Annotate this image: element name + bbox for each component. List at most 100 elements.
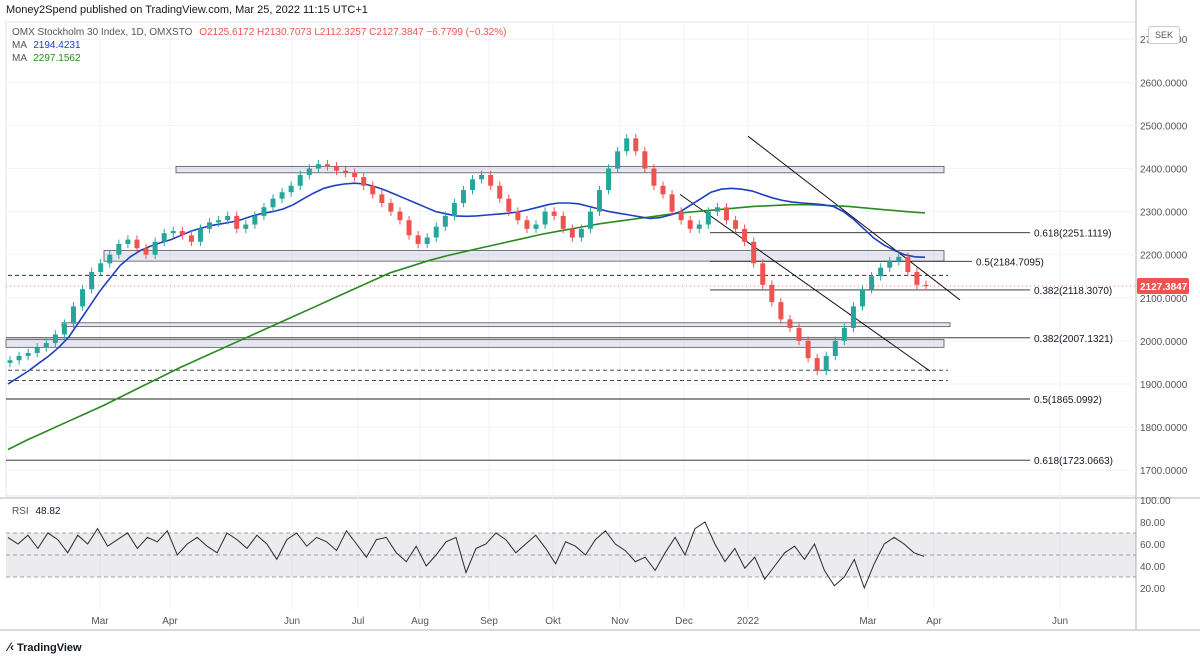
candle [279, 187, 285, 203]
candle-body [778, 302, 784, 320]
candle [569, 224, 575, 242]
candle [98, 259, 104, 277]
candle-body [52, 334, 58, 344]
candle-body [723, 207, 729, 221]
candle [261, 202, 267, 221]
price-zone [175, 165, 945, 174]
candle-body [578, 228, 584, 238]
ma-fast-legend: MA 2194.4231 [12, 40, 81, 51]
price-zone [5, 339, 945, 348]
candle [841, 323, 847, 346]
price-tick-label: 2600.0000 [1140, 78, 1188, 89]
candle [823, 351, 829, 376]
candle-body [624, 138, 630, 152]
rsi-legend: RSI 48.82 [12, 506, 60, 517]
candle [442, 211, 448, 231]
candle [188, 230, 194, 247]
candle [406, 215, 412, 240]
candle-body [597, 190, 603, 212]
price-tick-label: 1900.0000 [1140, 380, 1188, 391]
currency-button[interactable]: SEK [1148, 26, 1180, 44]
tradingview-logo[interactable]: ⁄‹ TradingView [8, 640, 82, 654]
candle [433, 222, 439, 242]
candle [270, 194, 276, 212]
candle-body [216, 220, 222, 223]
candle [197, 224, 203, 247]
candle-body [270, 198, 276, 208]
candle-body [397, 211, 403, 221]
candle-body [560, 215, 566, 229]
price-tick-label: 2200.0000 [1140, 251, 1188, 262]
candle [488, 170, 494, 191]
candle [288, 181, 294, 197]
candle [143, 243, 149, 259]
trendline-lower [679, 193, 931, 372]
time-tick-label: Jul [352, 616, 365, 627]
candle-body [179, 230, 185, 236]
candle [642, 146, 648, 173]
candle [651, 164, 657, 191]
candle [606, 164, 612, 195]
candle [560, 211, 566, 234]
candle-body [442, 215, 448, 227]
price-tick-label: 2500.0000 [1140, 121, 1188, 132]
ma-slow-label: MA [12, 53, 27, 64]
candle [506, 194, 512, 216]
candle-body [243, 224, 249, 229]
candle-body [633, 138, 639, 152]
fib-level-label: 0.618(1723.0663) [1034, 456, 1113, 467]
candle-body [515, 211, 521, 221]
candle [705, 207, 711, 229]
candle-body [207, 222, 213, 229]
candle [424, 233, 430, 249]
candle [633, 134, 639, 156]
candle [116, 239, 122, 259]
candle-body [506, 198, 512, 212]
candle [352, 168, 358, 182]
candle [479, 170, 485, 184]
fib-level-label: 0.618(2251.1119) [1034, 229, 1111, 240]
fib-level-label: 0.382(2118.3070) [1034, 286, 1112, 297]
candle [869, 271, 875, 294]
candle [778, 297, 784, 324]
ma-slow-legend: MA 2297.1562 [12, 53, 81, 64]
candle-body [333, 166, 339, 171]
candle [297, 170, 303, 191]
candle [597, 185, 603, 216]
candle [896, 252, 902, 266]
candle [134, 235, 140, 253]
candle [234, 211, 240, 234]
candle-body [887, 261, 893, 268]
candle [361, 172, 367, 191]
ohlc-values: O2125.6172 H2130.7073 L2112.3257 C2127.3… [199, 27, 507, 38]
time-tick-label: Jun [284, 616, 300, 627]
candle [451, 198, 457, 221]
candle-body [860, 289, 866, 307]
candle-body [569, 228, 575, 238]
candle-body [170, 230, 176, 234]
candle [179, 226, 185, 240]
candle [216, 215, 222, 227]
candle [61, 319, 67, 339]
fib-level-label: 0.5(1865.0992) [1034, 395, 1102, 406]
candle-body [551, 211, 557, 216]
candle-body [470, 179, 476, 191]
candle [760, 259, 766, 290]
candle [152, 237, 158, 259]
candle-body [125, 239, 131, 244]
candle-body [352, 172, 358, 178]
time-tick-label: 2022 [737, 616, 760, 627]
candle-body [850, 306, 856, 328]
candle-body [678, 211, 684, 221]
candle-body [669, 194, 675, 212]
candle-body [61, 323, 67, 335]
candle-body [733, 220, 739, 229]
trendline-upper [747, 135, 961, 301]
price-tick-label: 2300.0000 [1140, 208, 1188, 219]
candle [343, 166, 349, 178]
candle [914, 267, 920, 290]
candle-body [814, 358, 820, 372]
time-tick-label: Apr [162, 616, 178, 627]
candle [379, 190, 385, 208]
